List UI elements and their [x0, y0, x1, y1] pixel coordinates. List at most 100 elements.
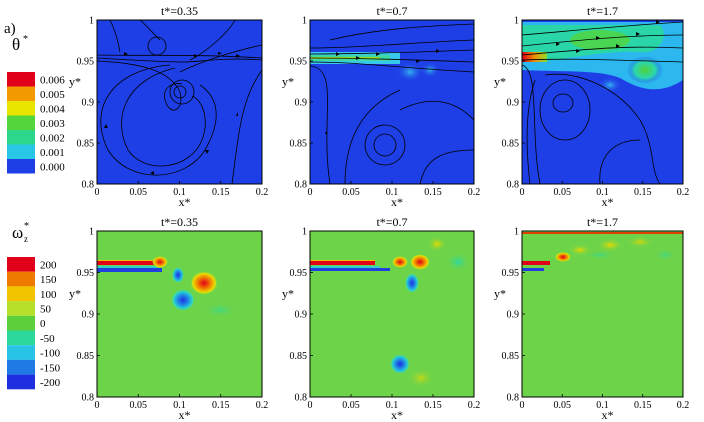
- omega-colorbar-label: -100: [40, 348, 61, 360]
- theta-colorbar-label: 0.002: [40, 132, 65, 144]
- theta-colorbar-swatch: [7, 159, 35, 174]
- x-tick-label: 0.15: [634, 400, 652, 411]
- y-tick-label: 0.85: [77, 139, 95, 150]
- omega-legend-symbol: ω: [12, 223, 23, 242]
- x-tick-label: 0: [95, 187, 100, 198]
- theta-field-t035: [97, 20, 262, 184]
- x-tick-label: 0.2: [468, 187, 481, 198]
- x-tick-label: 0: [95, 400, 100, 411]
- x-tick-label: 0: [520, 187, 525, 198]
- omega-colorbar-label: 50: [40, 303, 52, 315]
- y-tick-label: 1: [302, 16, 307, 27]
- omega-colorbar-swatch: [7, 374, 35, 390]
- x-tick-label: 0: [308, 187, 313, 198]
- y-tick-label: 0.85: [77, 351, 95, 362]
- omega-field-t17: [522, 231, 683, 397]
- x-tick-label: 0.1: [596, 187, 609, 198]
- y-tick-label: 0.8: [507, 393, 520, 404]
- omega-colorbar-swatch: [7, 359, 35, 375]
- x-tick-label: 0.05: [554, 400, 572, 411]
- omega-colorbar-label: -150: [40, 362, 61, 374]
- omega-colorbar-swatch: [7, 315, 35, 331]
- y-tick-label: 1: [514, 16, 519, 27]
- theta-colorbar-swatch: [7, 86, 35, 101]
- y-axis-label: y*: [282, 286, 294, 300]
- y-tick-label: 0.95: [77, 268, 95, 279]
- omega-legend-subscript: z: [24, 234, 28, 244]
- omega-legend-superscript: *: [24, 221, 29, 232]
- x-tick-label: 0.1: [173, 400, 186, 411]
- x-tick-label: 0.05: [554, 187, 572, 198]
- omega-field-t07: [310, 231, 474, 397]
- y-tick-label: 0.9: [295, 98, 308, 109]
- x-tick-label: 0: [308, 400, 313, 411]
- x-tick-label: 0.2: [677, 187, 690, 198]
- x-axis-label: x*: [179, 408, 191, 422]
- x-tick-label: 0.2: [677, 400, 690, 411]
- x-axis-label: x*: [602, 408, 614, 422]
- theta-colorbar-swatch: [7, 144, 35, 159]
- x-tick-label: 0.15: [424, 187, 442, 198]
- y-tick-label: 0.85: [290, 139, 308, 150]
- y-tick-label: 0.95: [290, 268, 308, 279]
- y-tick-label: 0.9: [507, 310, 520, 321]
- theta-legend-superscript: *: [23, 34, 28, 45]
- figure-label: a): [4, 21, 16, 37]
- x-tick-label: 0.05: [342, 400, 360, 411]
- x-tick-label: 0.15: [424, 400, 442, 411]
- x-axis-label: x*: [602, 195, 614, 209]
- y-tick-label: 0.85: [502, 139, 520, 150]
- x-tick-label: 0.1: [386, 187, 399, 198]
- x-tick-label: 0.15: [212, 400, 230, 411]
- y-tick-label: 0.95: [290, 57, 308, 68]
- y-tick-label: 0.8: [295, 180, 308, 191]
- panel-title: t*=0.35: [161, 4, 198, 18]
- y-tick-label: 0.9: [507, 98, 520, 109]
- y-tick-label: 0.95: [502, 268, 520, 279]
- omega-colorbar-swatch: [7, 286, 35, 302]
- theta-colorbar-swatch: [7, 130, 35, 145]
- x-tick-label: 0.2: [256, 400, 269, 411]
- x-tick-label: 0.2: [256, 187, 269, 198]
- x-tick-label: 0.1: [386, 400, 399, 411]
- omega-colorbar-label: 200: [40, 259, 57, 271]
- x-tick-label: 0.2: [468, 400, 481, 411]
- y-tick-label: 1: [514, 227, 519, 238]
- theta-colorbar-label: 0.000: [40, 161, 65, 173]
- x-tick-label: 0.15: [634, 187, 652, 198]
- panel-title: t*=0.35: [161, 215, 198, 229]
- theta-colorbar-swatch: [7, 101, 35, 116]
- theta-field-t07: [310, 20, 474, 184]
- y-tick-label: 0.8: [295, 393, 308, 404]
- theta-colorbar-label: 0.006: [40, 74, 65, 86]
- y-tick-label: 0.9: [82, 310, 95, 321]
- y-tick-label: 1: [89, 16, 94, 27]
- x-tick-label: 0.1: [173, 187, 186, 198]
- x-axis-label: x*: [179, 195, 191, 209]
- theta-colorbar-label: 0.003: [40, 118, 65, 130]
- y-tick-label: 1: [302, 227, 307, 238]
- omega-colorbar-label: -50: [40, 333, 55, 345]
- panel-axes: 0 0.05 0.1 0.15 0.2 0.8 0.85 0.9 0.95 1 t*=0.35 x* y…: [69, 4, 268, 209]
- panel-axes: 0 0.05 0.1 0.15 0.2 0.8 0.85 0.9 0.95 1 t*=0.7 x* y*: [282, 4, 480, 209]
- omega-colorbar-swatch: [7, 345, 35, 360]
- y-tick-label: 0.85: [290, 351, 308, 362]
- y-tick-label: 0.8: [507, 180, 520, 191]
- omega-field-t035: [97, 231, 262, 397]
- panel-axes: 0 0.05 0.1 0.15 0.2 0.8 0.85 0.9 0.95 1 t*=1.7 x* y*: [494, 4, 689, 209]
- panel-axes: 0 0.05 0.1 0.15 0.2 0.8 0.85 0.9 0.95 1 t*=0.7 x* y*: [282, 215, 480, 422]
- streamlines: [522, 21, 683, 184]
- y-axis-label: y*: [69, 286, 81, 300]
- omega-colorbar-swatch: [7, 330, 35, 346]
- theta-colorbar-label: 0.004: [40, 103, 65, 115]
- y-tick-label: 0.95: [77, 57, 95, 68]
- theta-colorbar-label: 0.001: [40, 147, 65, 159]
- y-tick-label: 1: [89, 227, 94, 238]
- x-tick-label: 0.1: [596, 400, 609, 411]
- panel-title: t*=0.7: [376, 4, 407, 18]
- x-axis-label: x*: [391, 408, 403, 422]
- y-axis-label: y*: [494, 75, 506, 89]
- panel-axes: 0 0.05 0.1 0.15 0.2 0.8 0.85 0.9 0.95 1 t*=0.35 x* y…: [69, 215, 268, 422]
- y-tick-label: 0.9: [295, 310, 308, 321]
